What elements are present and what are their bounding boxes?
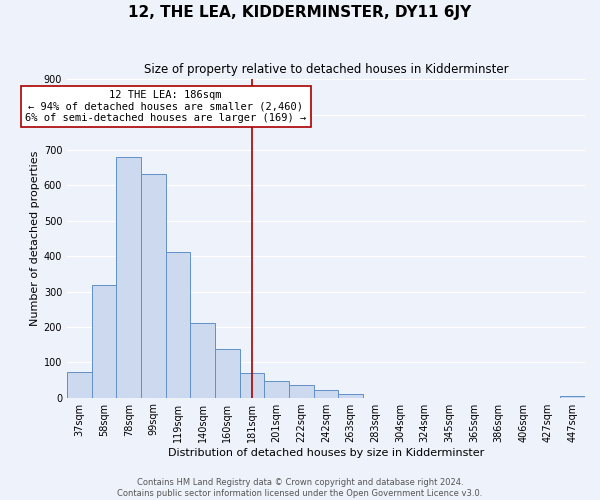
Bar [338,394,363,398]
Bar [314,390,338,398]
Text: 12, THE LEA, KIDDERMINSTER, DY11 6JY: 12, THE LEA, KIDDERMINSTER, DY11 6JY [128,5,472,20]
X-axis label: Distribution of detached houses by size in Kidderminster: Distribution of detached houses by size … [168,448,484,458]
Bar [240,373,265,398]
Bar [190,323,215,398]
Bar [92,285,116,398]
Bar [141,174,166,398]
Bar [215,349,240,398]
Text: 12 THE LEA: 186sqm
← 94% of detached houses are smaller (2,460)
6% of semi-detac: 12 THE LEA: 186sqm ← 94% of detached hou… [25,90,307,123]
Bar [116,156,141,398]
Bar [560,396,585,398]
Bar [67,372,92,398]
Text: Contains HM Land Registry data © Crown copyright and database right 2024.
Contai: Contains HM Land Registry data © Crown c… [118,478,482,498]
Bar [265,380,289,398]
Bar [166,252,190,398]
Bar [289,384,314,398]
Title: Size of property relative to detached houses in Kidderminster: Size of property relative to detached ho… [144,62,508,76]
Y-axis label: Number of detached properties: Number of detached properties [29,151,40,326]
